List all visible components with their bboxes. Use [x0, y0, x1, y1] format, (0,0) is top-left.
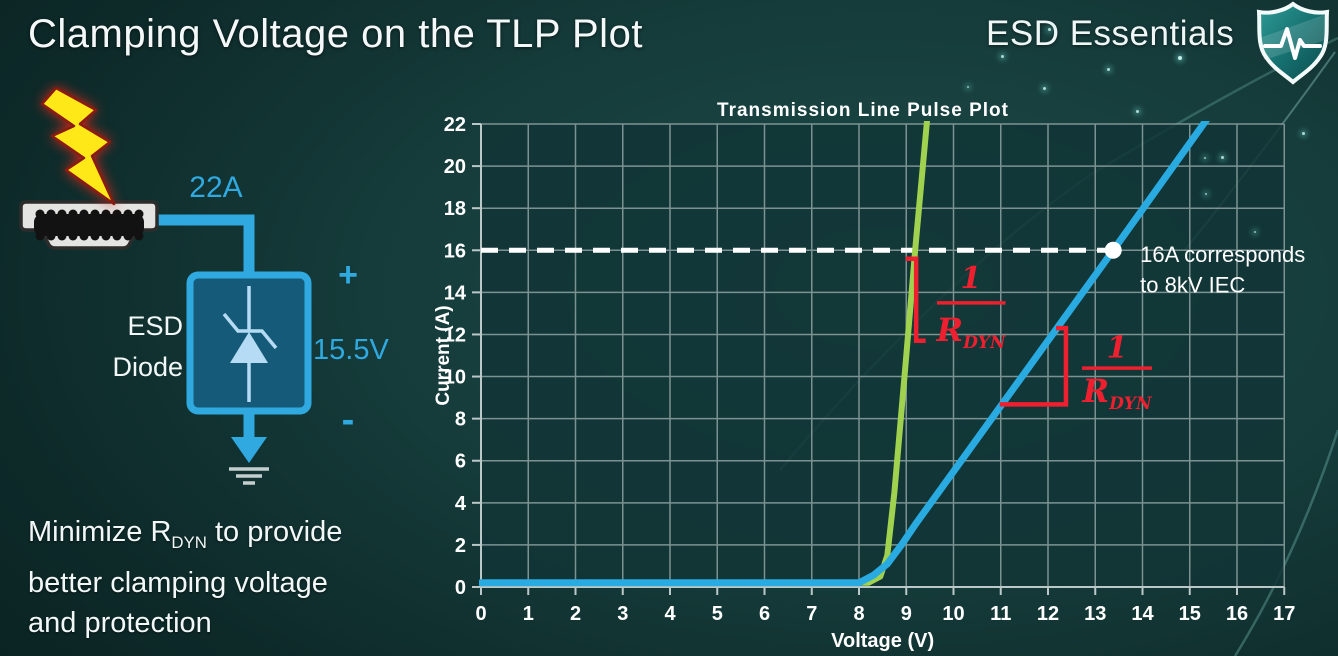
- y-tick-label: 6: [455, 451, 466, 473]
- y-tick-label: 18: [444, 198, 466, 220]
- light-streak: [1233, 429, 1338, 656]
- x-tick-label: 2: [570, 603, 581, 625]
- rdyn-fraction-1: 1 RDYN: [935, 261, 1006, 353]
- x-tick-label: 4: [664, 603, 676, 625]
- fraction-denominator: RDYN: [935, 311, 1006, 353]
- component-label-line1: ESD: [127, 311, 183, 341]
- x-tick-label: 13: [1084, 603, 1106, 625]
- x-tick-label: 0: [475, 603, 486, 625]
- fraction-denominator: RDYN: [1081, 372, 1152, 414]
- glow-particle: [1254, 231, 1256, 233]
- rdyn-fraction-2: 1 RDYN: [1081, 331, 1152, 414]
- x-tick-label: 1: [523, 603, 534, 625]
- arrow-down-icon: [231, 437, 267, 463]
- y-tick-label: 4: [455, 493, 467, 515]
- wire: [155, 214, 255, 275]
- x-tick-label: 11: [990, 603, 1011, 625]
- marker-note-line2: to 8kV IEC: [1140, 272, 1245, 297]
- x-tick-label: 3: [617, 603, 628, 625]
- slope-mark-right-angle: [999, 325, 1069, 407]
- fraction-numerator: 1: [1107, 331, 1128, 366]
- glow-particle: [1220, 155, 1224, 159]
- x-tick-label: 5: [712, 603, 723, 625]
- surge-current-label: 22A: [189, 171, 242, 204]
- y-tick-label: 16: [444, 240, 466, 262]
- caption-line-3: and protection: [28, 606, 212, 639]
- y-tick-label: 22: [444, 114, 466, 136]
- caption-line-1: Minimize RDYN to provide: [28, 516, 343, 552]
- glow-particle: [1047, 27, 1051, 31]
- ground-icon: [229, 467, 269, 485]
- axes: [472, 123, 1286, 595]
- x-tick-label: 10: [942, 603, 964, 625]
- curve-high-rdyn-diode: [479, 121, 1210, 587]
- caption: Minimize RDYN to provide better clamping…: [28, 512, 342, 643]
- x-tick-label: 15: [1179, 603, 1201, 625]
- x-tick-label: 16: [1226, 603, 1248, 625]
- rdyn-subscript: DYN: [171, 532, 207, 552]
- caption-line-2: better clamping voltage: [28, 566, 328, 599]
- glow-particle: [1042, 86, 1046, 90]
- glow-particle: [1301, 131, 1305, 135]
- y-tick-label: 20: [444, 156, 466, 178]
- y-tick-label: 2: [455, 535, 466, 557]
- x-tick-label: 6: [759, 603, 770, 625]
- clamp-voltage-label: 15.5V: [313, 334, 389, 366]
- zener-diode-icon: [222, 286, 278, 402]
- page-title: Clamping Voltage on the TLP Plot: [28, 12, 643, 56]
- plot-area: [481, 124, 1285, 587]
- y-axis-label: Current (A): [433, 305, 454, 405]
- y-tick-label: 14: [444, 282, 467, 304]
- glow-particle: [1205, 193, 1207, 195]
- esd-circuit-diagram: 22A ESD Diode + 15.5V -: [19, 86, 389, 485]
- x-tick-label: 12: [1037, 603, 1059, 625]
- y-tick-label: 0: [455, 577, 466, 599]
- glow-particle: [1204, 157, 1206, 159]
- glow-particle: [1106, 67, 1110, 71]
- marker-note-line1: 16A corresponds: [1140, 242, 1305, 267]
- x-axis-label: Voltage (V): [831, 630, 934, 652]
- y-tick-label: 8: [455, 409, 466, 431]
- shield-pulse-icon: [1256, 1, 1330, 85]
- x-tick-label: 8: [853, 603, 864, 625]
- fraction-numerator: 1: [961, 261, 982, 296]
- tlp-chart: 0 1 2 3 4 5 6 7 8 9 10 11 12 13 14 15 16 1702468101214161…: [433, 100, 1305, 652]
- glow-particle: [1135, 109, 1139, 113]
- marker-dot: [1104, 241, 1122, 259]
- minus-label: -: [342, 399, 355, 441]
- glow-particle: [1178, 56, 1182, 60]
- chart-title: Transmission Line Pulse Plot: [717, 100, 1009, 121]
- y-tick-label: 12: [444, 324, 466, 346]
- x-tick-label: 17: [1273, 603, 1295, 625]
- y-tick-label: 10: [444, 367, 466, 389]
- slope-mark-bracket: [905, 256, 926, 344]
- plus-label: +: [338, 256, 358, 294]
- x-tick-label: 7: [806, 603, 817, 625]
- component-label-line2: Diode: [112, 352, 183, 382]
- x-tick-label: 14: [1131, 603, 1154, 625]
- glow-particle: [1000, 54, 1004, 58]
- glow-particle: [967, 86, 969, 88]
- x-tick-label: 9: [901, 603, 912, 625]
- brand-title: ESD Essentials: [986, 14, 1235, 53]
- lightning-bolt-icon: [40, 86, 116, 206]
- hdmi-connector-icon: [19, 200, 159, 250]
